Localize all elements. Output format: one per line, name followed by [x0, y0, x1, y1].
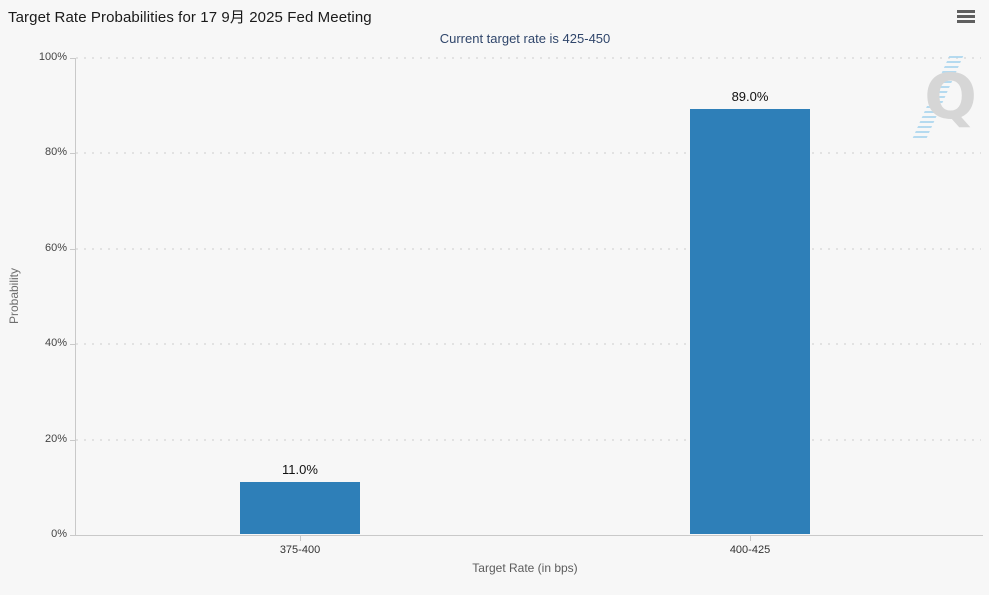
x-axis-baseline	[75, 535, 983, 536]
bar-data-label: 11.0%	[282, 461, 318, 477]
chart-subtitle: Current target rate is 425-450	[439, 31, 611, 46]
gridline	[76, 247, 981, 250]
y-tick-mark	[70, 439, 75, 441]
gridline	[76, 343, 981, 346]
x-category-label: 400-425	[729, 544, 771, 556]
bar-data-label: 89.0%	[731, 89, 769, 105]
gridline	[76, 57, 981, 59]
y-tick-label: 40%	[44, 337, 67, 350]
x-tick-mark	[749, 536, 751, 541]
plot-area: 0% 20% 40% 60% 80% 100% 11.0% 375-400 89.0% 400-4…	[39, 51, 983, 556]
y-tick-mark	[70, 535, 75, 536]
gridline	[76, 438, 981, 441]
x-axis-title: Target Rate (in bps)	[472, 561, 578, 575]
y-tick-mark	[70, 58, 75, 59]
chart-title: Target Rate Probabilities for 17 9月 2025…	[8, 9, 372, 26]
x-tick-mark	[299, 536, 301, 541]
chart-context-menu-button[interactable]	[957, 10, 975, 24]
probability-bar[interactable]	[690, 109, 810, 534]
y-axis-title: Probability	[7, 267, 21, 325]
y-tick-mark	[70, 344, 75, 346]
hamburger-icon	[957, 10, 975, 13]
x-category-label: 375-400	[279, 544, 321, 556]
probability-bar[interactable]	[240, 481, 360, 534]
y-tick-label: 100%	[38, 51, 67, 63]
y-tick-mark	[70, 248, 75, 250]
gridline	[76, 152, 981, 155]
y-tick-mark	[70, 153, 75, 155]
y-tick-label: 80%	[44, 146, 67, 159]
y-tick-label: 0%	[51, 528, 67, 540]
y-tick-label: 20%	[44, 432, 67, 445]
y-axis-line	[75, 58, 76, 536]
y-tick-label: 60%	[44, 241, 67, 254]
